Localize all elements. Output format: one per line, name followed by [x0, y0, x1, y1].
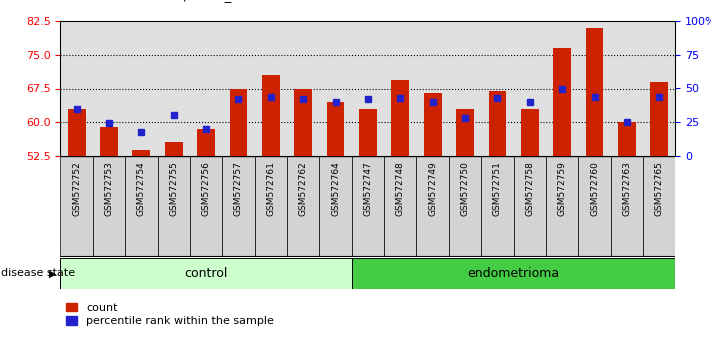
Bar	[618, 122, 636, 156]
Text: disease state: disease state	[1, 268, 75, 279]
Bar	[60, 156, 93, 257]
Bar	[651, 82, 668, 156]
Text: GSM572754: GSM572754	[137, 161, 146, 216]
Text: GSM572764: GSM572764	[331, 161, 340, 216]
Text: control: control	[184, 267, 228, 280]
Bar	[578, 156, 611, 257]
Text: GSM572747: GSM572747	[363, 161, 373, 216]
Text: GSM572750: GSM572750	[461, 161, 469, 216]
Text: ▶: ▶	[49, 268, 57, 279]
Bar	[158, 156, 190, 257]
Bar	[255, 156, 287, 257]
Bar	[262, 75, 279, 156]
Bar	[100, 127, 118, 156]
Text: GSM572759: GSM572759	[557, 161, 567, 216]
Bar	[488, 91, 506, 156]
Text: GSM572755: GSM572755	[169, 161, 178, 216]
Text: GSM572757: GSM572757	[234, 161, 243, 216]
Bar	[449, 156, 481, 257]
Text: GSM572763: GSM572763	[622, 161, 631, 216]
Text: GSM572751: GSM572751	[493, 161, 502, 216]
Text: GSM572760: GSM572760	[590, 161, 599, 216]
Bar	[132, 150, 150, 156]
Text: GDS3975 / ILMN_1828935: GDS3975 / ILMN_1828935	[117, 0, 291, 2]
Bar	[611, 156, 643, 257]
Bar	[586, 28, 604, 156]
Bar	[125, 156, 158, 257]
Bar	[481, 156, 513, 257]
Text: GSM572756: GSM572756	[202, 161, 210, 216]
Bar	[223, 156, 255, 257]
Bar	[352, 258, 675, 289]
Bar	[287, 156, 319, 257]
Text: GSM572762: GSM572762	[299, 161, 308, 216]
Bar	[230, 88, 247, 156]
Text: endometrioma: endometrioma	[468, 267, 560, 280]
Legend: count, percentile rank within the sample: count, percentile rank within the sample	[66, 303, 274, 326]
Bar	[513, 156, 546, 257]
Bar	[359, 109, 377, 156]
Bar	[93, 156, 125, 257]
Bar	[424, 93, 442, 156]
Bar	[456, 109, 474, 156]
Bar	[326, 102, 344, 156]
Bar	[392, 80, 410, 156]
Bar	[60, 258, 352, 289]
Text: GSM572765: GSM572765	[655, 161, 664, 216]
Bar	[352, 156, 384, 257]
Text: GSM572761: GSM572761	[267, 161, 275, 216]
Bar	[521, 109, 539, 156]
Bar	[553, 48, 571, 156]
Bar	[68, 109, 85, 156]
Bar	[319, 156, 352, 257]
Bar	[384, 156, 417, 257]
Bar	[643, 156, 675, 257]
Text: GSM572753: GSM572753	[105, 161, 114, 216]
Bar	[190, 156, 223, 257]
Bar	[417, 156, 449, 257]
Bar	[197, 129, 215, 156]
Bar	[546, 156, 578, 257]
Text: GSM572748: GSM572748	[396, 161, 405, 216]
Text: GSM572752: GSM572752	[72, 161, 81, 216]
Bar	[165, 142, 183, 156]
Bar	[294, 88, 312, 156]
Text: GSM572749: GSM572749	[428, 161, 437, 216]
Text: GSM572758: GSM572758	[525, 161, 534, 216]
